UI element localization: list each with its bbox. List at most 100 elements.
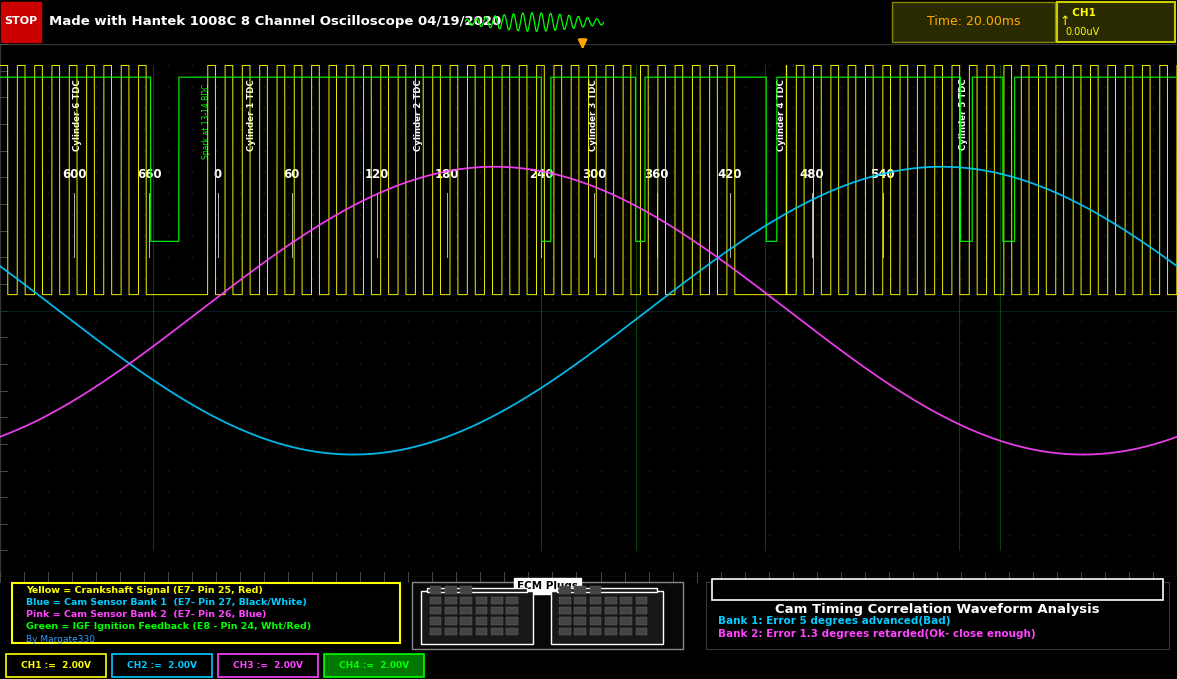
FancyBboxPatch shape xyxy=(476,628,487,636)
Text: 120: 120 xyxy=(365,168,388,181)
FancyBboxPatch shape xyxy=(892,2,1055,42)
Text: 3MZFE V-6 Engine Lexus Toyota: 3MZFE V-6 Engine Lexus Toyota xyxy=(826,583,1049,596)
FancyBboxPatch shape xyxy=(491,617,503,625)
FancyBboxPatch shape xyxy=(460,607,472,614)
FancyBboxPatch shape xyxy=(491,597,503,604)
Text: ECM Plugs: ECM Plugs xyxy=(517,581,578,591)
FancyBboxPatch shape xyxy=(218,654,318,677)
FancyBboxPatch shape xyxy=(605,597,617,604)
Text: E7: E7 xyxy=(471,590,484,600)
FancyBboxPatch shape xyxy=(445,586,457,593)
FancyBboxPatch shape xyxy=(636,628,647,636)
FancyBboxPatch shape xyxy=(590,586,601,593)
FancyBboxPatch shape xyxy=(460,628,472,636)
Text: Cylinder 1 TDC: Cylinder 1 TDC xyxy=(247,79,257,151)
FancyBboxPatch shape xyxy=(605,628,617,636)
FancyBboxPatch shape xyxy=(112,654,212,677)
Text: STOP: STOP xyxy=(5,16,38,26)
Text: CH4 :=  2.00V: CH4 := 2.00V xyxy=(339,661,408,670)
Text: CH1: CH1 xyxy=(1065,8,1096,18)
Text: 540: 540 xyxy=(871,168,895,181)
FancyBboxPatch shape xyxy=(605,607,617,614)
FancyBboxPatch shape xyxy=(574,586,586,593)
FancyBboxPatch shape xyxy=(636,597,647,604)
Text: Pink = Cam Sensor Bank 2  (E7- Pin 26, Blue): Pink = Cam Sensor Bank 2 (E7- Pin 26, Bl… xyxy=(26,610,266,619)
FancyBboxPatch shape xyxy=(636,617,647,625)
Text: Bank 2: Error 1.3 degrees retarded(Ok- close enough): Bank 2: Error 1.3 degrees retarded(Ok- c… xyxy=(718,629,1036,639)
FancyBboxPatch shape xyxy=(574,628,586,636)
FancyBboxPatch shape xyxy=(445,607,457,614)
FancyBboxPatch shape xyxy=(559,586,571,593)
Text: By Margate330: By Margate330 xyxy=(26,636,95,644)
FancyBboxPatch shape xyxy=(445,628,457,636)
FancyBboxPatch shape xyxy=(712,579,1163,600)
FancyBboxPatch shape xyxy=(506,607,518,614)
Text: 60: 60 xyxy=(284,168,300,181)
Text: Cylinder 3 TDC: Cylinder 3 TDC xyxy=(588,79,598,151)
FancyBboxPatch shape xyxy=(590,607,601,614)
FancyBboxPatch shape xyxy=(636,607,647,614)
FancyBboxPatch shape xyxy=(574,597,586,604)
FancyBboxPatch shape xyxy=(506,617,518,625)
Text: CH1 :=  2.00V: CH1 := 2.00V xyxy=(21,661,91,670)
Text: Spark at 13-14 BDC: Spark at 13-14 BDC xyxy=(202,84,212,160)
Text: Cylinder 6 TDC: Cylinder 6 TDC xyxy=(73,79,82,151)
FancyBboxPatch shape xyxy=(557,587,657,592)
FancyBboxPatch shape xyxy=(476,607,487,614)
FancyBboxPatch shape xyxy=(430,586,441,593)
FancyBboxPatch shape xyxy=(460,586,472,593)
FancyBboxPatch shape xyxy=(1,2,41,42)
FancyBboxPatch shape xyxy=(12,583,400,643)
FancyBboxPatch shape xyxy=(559,597,571,604)
FancyBboxPatch shape xyxy=(551,591,663,644)
FancyBboxPatch shape xyxy=(559,628,571,636)
Text: 480: 480 xyxy=(800,168,824,181)
Text: Green = IGF Ignition Feedback (E8 - Pin 24, Wht/Red): Green = IGF Ignition Feedback (E8 - Pin … xyxy=(26,622,311,631)
Text: 0.00uV: 0.00uV xyxy=(1065,26,1099,37)
Text: Cylinder 2 TDC: Cylinder 2 TDC xyxy=(414,79,424,151)
FancyBboxPatch shape xyxy=(476,597,487,604)
FancyBboxPatch shape xyxy=(430,628,441,636)
Text: Time: 20.00ms: Time: 20.00ms xyxy=(926,15,1020,28)
Text: 420: 420 xyxy=(718,168,742,181)
FancyBboxPatch shape xyxy=(460,597,472,604)
FancyBboxPatch shape xyxy=(491,607,503,614)
Text: Cam Timing Correlation Waveform Analysis: Cam Timing Correlation Waveform Analysis xyxy=(776,603,1099,616)
FancyBboxPatch shape xyxy=(559,617,571,625)
FancyBboxPatch shape xyxy=(6,654,106,677)
Text: CH3 :=  2.00V: CH3 := 2.00V xyxy=(233,661,302,670)
FancyBboxPatch shape xyxy=(430,617,441,625)
FancyBboxPatch shape xyxy=(506,597,518,604)
FancyBboxPatch shape xyxy=(430,597,441,604)
FancyBboxPatch shape xyxy=(427,587,527,592)
FancyBboxPatch shape xyxy=(620,597,632,604)
FancyBboxPatch shape xyxy=(706,582,1169,649)
Text: ↑: ↑ xyxy=(1059,15,1070,28)
Text: Blue = Cam Sensor Bank 1  (E7- Pin 27, Black/White): Blue = Cam Sensor Bank 1 (E7- Pin 27, Bl… xyxy=(26,598,307,607)
FancyBboxPatch shape xyxy=(1057,2,1175,42)
FancyBboxPatch shape xyxy=(590,617,601,625)
FancyBboxPatch shape xyxy=(476,617,487,625)
FancyBboxPatch shape xyxy=(412,582,683,649)
FancyBboxPatch shape xyxy=(590,628,601,636)
FancyBboxPatch shape xyxy=(445,617,457,625)
FancyBboxPatch shape xyxy=(460,617,472,625)
FancyBboxPatch shape xyxy=(324,654,424,677)
Text: 600: 600 xyxy=(62,168,86,181)
FancyBboxPatch shape xyxy=(605,617,617,625)
Text: 240: 240 xyxy=(530,168,553,181)
FancyBboxPatch shape xyxy=(574,607,586,614)
Text: Yellow = Crankshaft Signal (E7- Pin 25, Red): Yellow = Crankshaft Signal (E7- Pin 25, … xyxy=(26,586,262,595)
Text: 300: 300 xyxy=(583,168,606,181)
Text: Cylinder 5 TDC: Cylinder 5 TDC xyxy=(959,79,969,151)
Text: E8: E8 xyxy=(600,590,613,600)
FancyBboxPatch shape xyxy=(506,628,518,636)
Text: 660: 660 xyxy=(138,168,161,181)
Text: 360: 360 xyxy=(645,168,669,181)
FancyBboxPatch shape xyxy=(620,617,632,625)
FancyBboxPatch shape xyxy=(574,617,586,625)
Text: Cylinder 4 TDC: Cylinder 4 TDC xyxy=(777,79,786,151)
FancyBboxPatch shape xyxy=(620,607,632,614)
FancyBboxPatch shape xyxy=(421,591,533,644)
Text: Made with Hantek 1008C 8 Channel Oscilloscope 04/19/2020: Made with Hantek 1008C 8 Channel Oscillo… xyxy=(49,15,501,28)
